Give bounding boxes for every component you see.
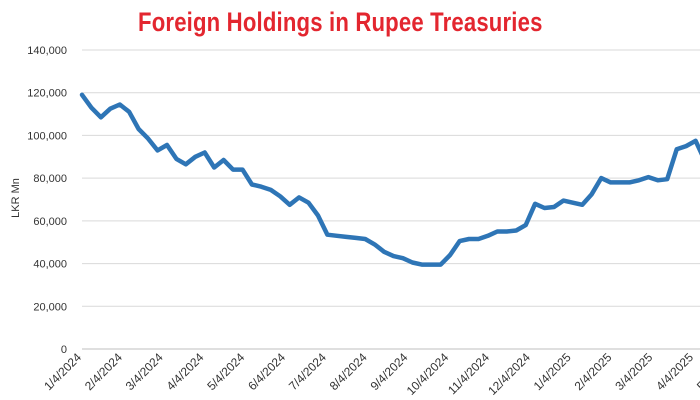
x-tick-label: 5/4/2025 — [694, 350, 700, 393]
gridlines — [82, 49, 700, 350]
x-axis-tick-labels: 1/4/20242/4/20243/4/20244/4/20245/4/2024… — [41, 350, 700, 398]
x-tick-label: 10/4/2024 — [404, 350, 452, 398]
series-line — [79, 92, 700, 267]
x-tick-label: 1/4/2024 — [41, 350, 84, 393]
x-tick-label: 11/4/2024 — [445, 350, 492, 397]
y-tick-label: 40,000 — [33, 259, 67, 271]
y-tick-label: 20,000 — [33, 301, 67, 313]
x-tick-label: 5/4/2024 — [204, 350, 247, 393]
x-tick-label: 2/4/2025 — [572, 350, 615, 393]
y-tick-label: 60,000 — [33, 216, 67, 228]
series-lines — [79, 92, 700, 267]
x-tick-label: 8/4/2024 — [327, 350, 370, 393]
y-axis-tick-labels: 0 20,000 40,000 60,000 80,000 100,000 120,000 1… — [27, 45, 67, 356]
x-tick-label: 1/4/2025 — [531, 350, 574, 393]
y-tick-label: 80,000 — [33, 173, 67, 185]
x-tick-label: 3/4/2024 — [123, 350, 166, 393]
x-tick-label: 12/4/2024 — [485, 350, 533, 398]
x-tick-label: 4/4/2025 — [653, 350, 696, 393]
y-tick-label: 120,000 — [27, 88, 67, 100]
y-tick-label: 100,000 — [27, 130, 67, 142]
y-tick-label: 140,000 — [27, 45, 67, 57]
x-tick-label: 4/4/2024 — [164, 350, 207, 393]
x-tick-label: 7/4/2024 — [286, 350, 329, 393]
x-tick-label: 6/4/2024 — [245, 350, 288, 393]
y-tick-label: 0 — [61, 344, 67, 356]
y-axis-label: LKR Mn — [10, 178, 22, 218]
chart-title: Foreign Holdings in Rupee Treasuries — [138, 7, 543, 37]
x-tick-label: 3/4/2025 — [612, 350, 655, 393]
x-tick-label: 2/4/2024 — [82, 350, 125, 393]
